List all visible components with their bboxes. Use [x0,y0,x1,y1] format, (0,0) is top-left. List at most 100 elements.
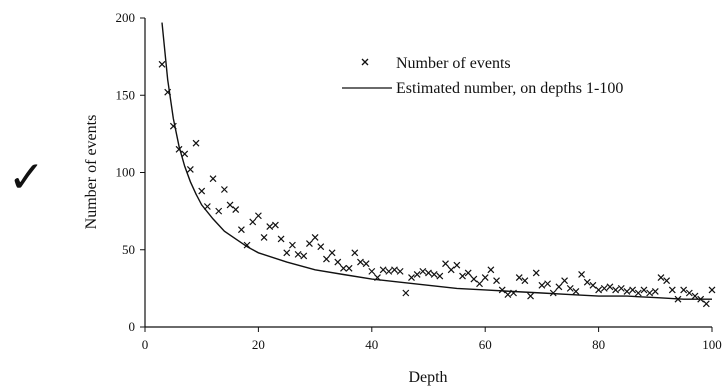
legend: Number of events Estimated number, on de… [342,55,623,97]
data-point [532,269,540,277]
y-tick-label-4: 200 [116,10,136,25]
data-point [306,240,313,247]
data-point [663,277,671,285]
data-point [561,277,569,285]
data-point [521,277,529,285]
data-point [232,206,240,214]
data-point [215,207,223,215]
data-point [629,286,637,294]
data-point [572,288,580,295]
data-point [220,186,228,193]
data-point [544,280,551,288]
data-point [606,283,614,291]
x-tick-label-1: 20 [252,337,265,352]
data-point [476,280,483,288]
data-point [640,286,648,294]
data-point [266,223,274,230]
data-point [283,249,291,257]
data-point [226,201,234,209]
data-point [271,221,279,229]
data-point [651,288,659,295]
data-point [600,284,608,292]
data-point [555,283,563,291]
data-point [396,267,404,275]
data-point [583,278,591,286]
data-point [657,274,665,281]
y-tick-label-2: 100 [116,165,136,180]
data-point [634,289,642,297]
data-point [413,271,421,278]
x-tick-label-0: 0 [142,337,149,352]
data-point [708,286,716,294]
data-point [311,233,319,241]
data-point [487,266,495,274]
data-point [334,258,342,266]
data-point [198,187,206,195]
data-point [617,284,625,292]
data-point [442,260,449,268]
check-mark-icon: ✓ [8,152,45,203]
data-point [459,272,466,280]
data-point [317,243,325,251]
data-marks [158,22,716,308]
data-point [300,252,308,260]
data-point [391,266,398,274]
data-point [680,286,688,294]
legend-label-estimated: Estimated number, on depths 1-100 [396,80,623,97]
ticks: 0 20 40 60 80 100 0 50 100 150 200 [116,10,722,352]
data-point [515,274,523,281]
data-point [158,60,166,68]
legend-marker-x [361,58,369,66]
y-tick-label-0: 0 [129,319,136,334]
x-tick-label-2: 40 [365,337,378,352]
data-point [237,226,245,234]
data-point [498,286,506,294]
data-point [368,267,376,275]
data-point [447,266,455,274]
legend-label-events: Number of events [396,55,511,72]
data-point [351,249,359,257]
data-point [578,271,586,278]
y-tick-label-3: 150 [116,87,136,102]
data-point [288,241,296,249]
data-point [340,264,347,272]
data-point [623,288,631,295]
data-point [538,281,546,289]
data-point [254,212,262,220]
data-point [612,286,620,294]
data-point [209,175,217,183]
data-point [328,249,336,257]
data-point [277,235,285,243]
data-point [646,289,654,297]
data-point [345,264,353,272]
x-tick-label-5: 100 [702,337,722,352]
y-axis-label: Number of events [83,115,100,230]
estimated-curve [161,22,712,300]
data-point [464,269,472,277]
data-point [566,284,574,292]
data-point [470,275,478,283]
data-point [260,233,268,241]
data-point [362,260,370,268]
data-point [249,218,257,226]
data-point [181,150,189,158]
data-point [589,281,597,289]
data-point [527,292,534,300]
data-point [685,289,693,297]
x-tick-label-4: 80 [592,337,605,352]
data-point [323,255,330,263]
data-point [595,286,603,294]
data-point [702,300,710,308]
data-point [385,267,393,275]
data-point [379,266,387,274]
x-tick-label-3: 60 [479,337,492,352]
data-point [493,277,500,285]
data-point [402,289,410,297]
data-point [294,250,302,258]
data-point [691,292,699,300]
data-point [192,139,200,147]
data-point [186,165,194,173]
data-point [481,274,489,281]
data-point [408,274,415,281]
